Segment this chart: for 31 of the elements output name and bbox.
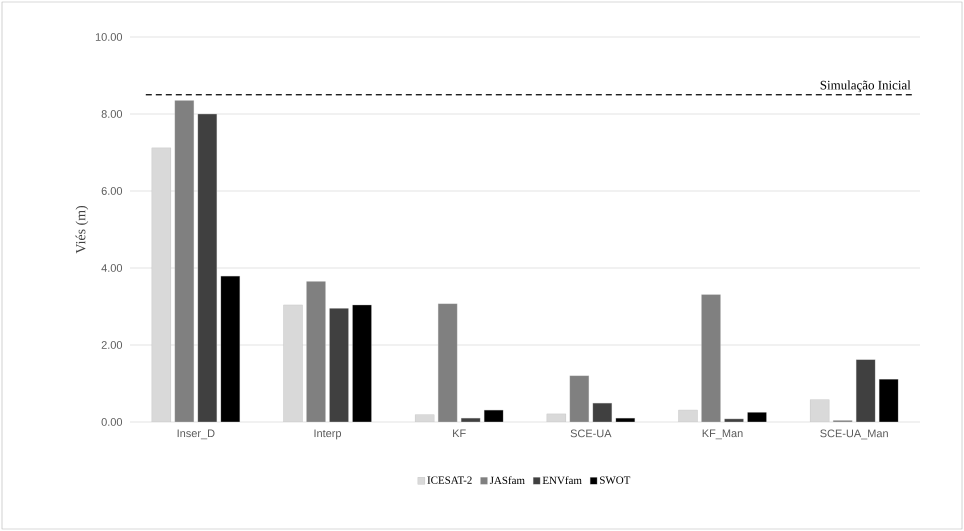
bar bbox=[352, 304, 372, 422]
x-tick-label: SCE-UA_Man bbox=[820, 430, 888, 440]
bar bbox=[220, 276, 240, 422]
bar bbox=[878, 379, 898, 422]
legend-label: JASfam bbox=[490, 476, 525, 484]
x-tick-label: SCE-UA bbox=[570, 430, 612, 438]
x-tick-label: Inser_D bbox=[178, 430, 214, 440]
y-axis-title: Viés (m) bbox=[76, 206, 88, 254]
x-tick-label: Interp bbox=[314, 430, 342, 440]
x-tick-label: KF_Man bbox=[702, 430, 742, 440]
bar bbox=[592, 402, 612, 422]
bar bbox=[306, 281, 326, 422]
bar bbox=[438, 304, 458, 422]
bar bbox=[484, 410, 504, 422]
bar bbox=[856, 359, 876, 422]
bar bbox=[570, 376, 590, 422]
y-tick-label: 6.00 bbox=[102, 187, 122, 195]
bar bbox=[701, 294, 721, 422]
y-tick-label: 10.00 bbox=[96, 33, 122, 41]
bar bbox=[329, 308, 349, 422]
legend-label: SWOT bbox=[600, 476, 630, 484]
y-tick-label: 4.00 bbox=[101, 264, 122, 272]
y-tick-label: 8.00 bbox=[102, 110, 122, 118]
ref-line-label: Simulação Inicial bbox=[820, 80, 911, 92]
bar bbox=[174, 100, 194, 422]
x-tick-label: KF bbox=[453, 430, 466, 438]
legend-label: ENVfam bbox=[542, 476, 582, 484]
y-tick-label: 0.00 bbox=[102, 418, 122, 426]
bar bbox=[198, 114, 218, 422]
legend-label: ICESAT-2 bbox=[427, 476, 472, 484]
y-tick-label: 2.00 bbox=[102, 341, 122, 349]
